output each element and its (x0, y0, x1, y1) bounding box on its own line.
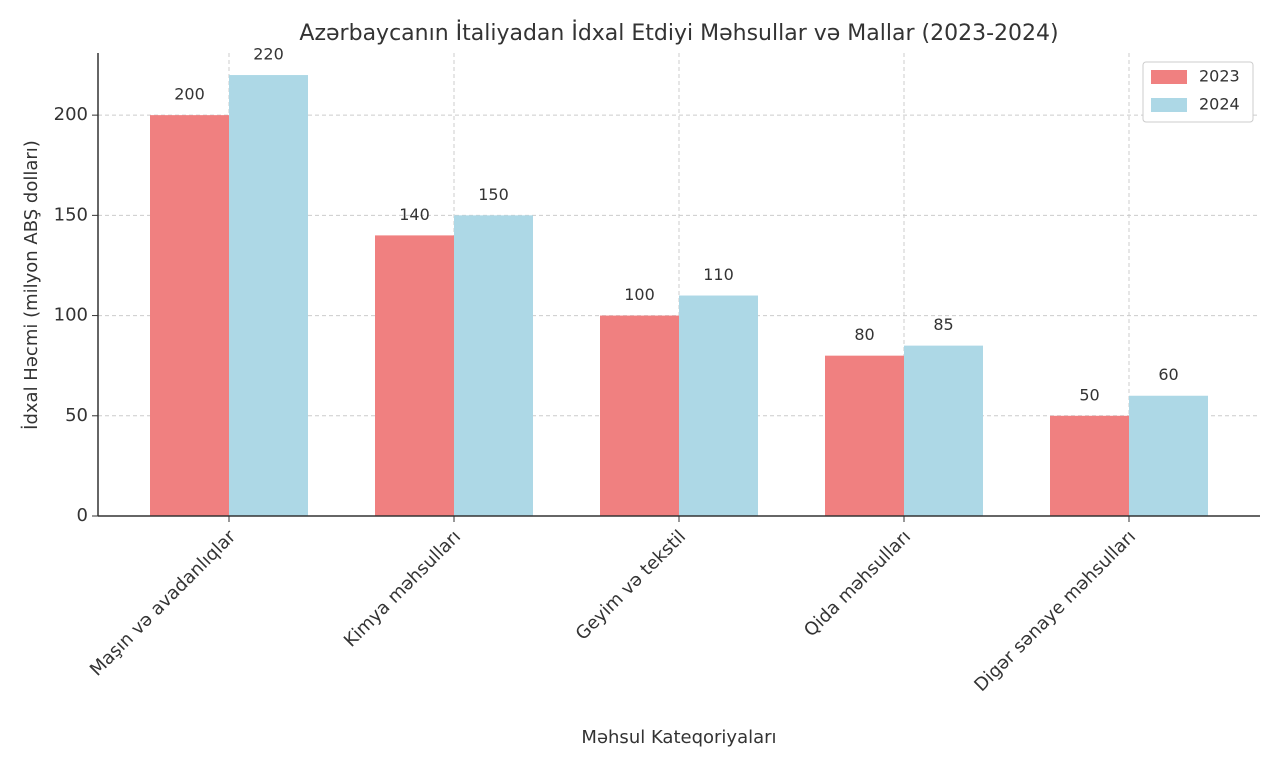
bar (600, 315, 679, 516)
value-label: 150 (478, 185, 509, 204)
chart-title: Azərbaycanın İtaliyadan İdxal Etdiyi Məh… (299, 20, 1058, 46)
y-tick-label: 0 (77, 505, 88, 526)
legend-label: 2024 (1199, 95, 1240, 114)
x-tick-label: Qida məhsulları (800, 526, 915, 641)
value-label: 140 (399, 205, 430, 224)
value-label: 200 (174, 85, 205, 104)
bar (904, 345, 983, 516)
x-tick-label: Geyim və tekstil (572, 526, 690, 644)
bar (825, 355, 904, 516)
legend-swatch (1151, 70, 1187, 84)
y-tick-label: 200 (54, 104, 88, 125)
bar (229, 75, 308, 517)
bar (1129, 395, 1208, 516)
bar (375, 235, 454, 517)
value-label: 80 (854, 325, 874, 344)
legend-label: 2023 (1199, 67, 1240, 86)
legend-swatch (1151, 98, 1187, 112)
bar (679, 295, 758, 516)
bar (1050, 415, 1129, 516)
value-label: 85 (933, 315, 953, 334)
x-tick-label: Digər sənaye məhsulları (970, 526, 1140, 696)
bar (454, 215, 533, 516)
y-tick-label: 150 (54, 204, 88, 225)
y-axis-label: İdxal Həcmi (milyon ABŞ dolları) (21, 140, 42, 430)
y-tick-label: 50 (65, 405, 88, 426)
y-tick-label: 100 (54, 305, 88, 326)
value-label: 220 (253, 45, 284, 64)
x-tick-label: Maşın və avadanlıqlar (86, 526, 241, 681)
value-label: 100 (624, 285, 655, 304)
value-label: 110 (703, 265, 734, 284)
value-label: 50 (1079, 385, 1099, 404)
bar (150, 115, 229, 516)
x-axis-label: Məhsul Kateqoriyaları (581, 727, 776, 748)
value-label: 60 (1158, 365, 1178, 384)
x-tick-label: Kimya məhsulları (340, 526, 465, 651)
